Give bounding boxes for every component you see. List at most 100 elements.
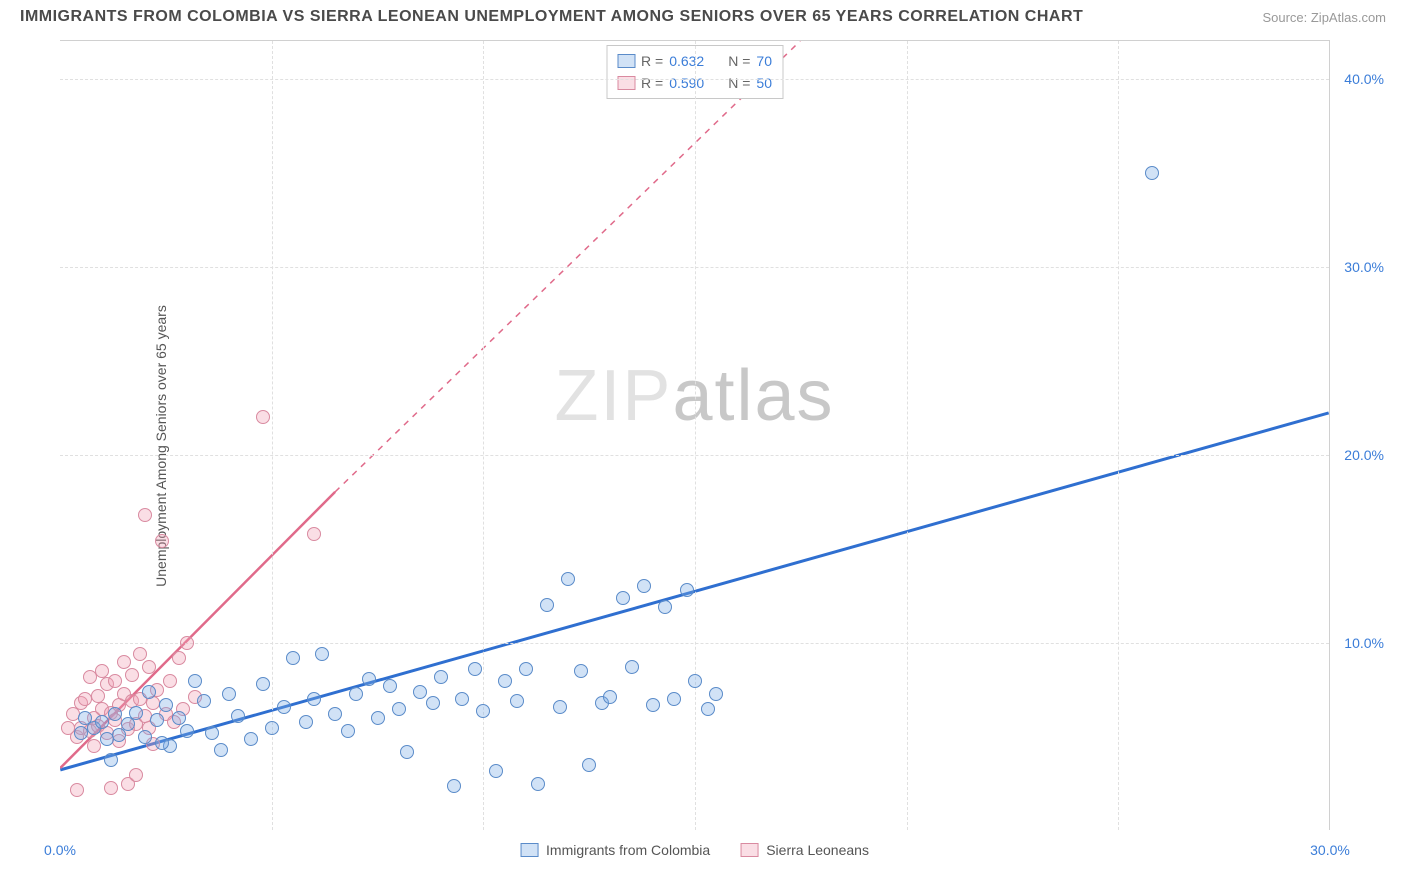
scatter-point-pink: [307, 527, 321, 541]
scatter-point-blue: [231, 709, 245, 723]
scatter-point-blue: [709, 687, 723, 701]
x-tick-label: 30.0%: [1310, 842, 1350, 858]
scatter-point-blue: [603, 690, 617, 704]
scatter-point-blue: [582, 758, 596, 772]
chart-title: IMMIGRANTS FROM COLOMBIA VS SIERRA LEONE…: [20, 8, 1083, 26]
scatter-point-blue: [455, 692, 469, 706]
scatter-point-blue: [637, 579, 651, 593]
scatter-point-blue: [447, 779, 461, 793]
scatter-point-blue: [315, 647, 329, 661]
y-tick-label: 30.0%: [1344, 259, 1384, 275]
legend-r-value: 0.632: [669, 53, 704, 69]
y-tick-label: 40.0%: [1344, 71, 1384, 87]
scatter-point-pink: [142, 660, 156, 674]
scatter-point-blue: [155, 736, 169, 750]
source-attribution: Source: ZipAtlas.com: [1262, 10, 1386, 25]
gridline-vertical: [907, 41, 908, 830]
scatter-point-blue: [510, 694, 524, 708]
scatter-point-blue: [413, 685, 427, 699]
series-legend: Immigrants from Colombia Sierra Leoneans: [520, 842, 869, 858]
scatter-point-blue: [400, 745, 414, 759]
scatter-point-blue: [172, 711, 186, 725]
scatter-point-blue: [383, 679, 397, 693]
scatter-point-blue: [476, 704, 490, 718]
scatter-point-pink: [125, 668, 139, 682]
chart-plot-area: ZIPatlas R =0.632N =70R =0.590N =50 Immi…: [60, 40, 1330, 830]
y-tick-label: 10.0%: [1344, 635, 1384, 651]
scatter-point-blue: [688, 674, 702, 688]
scatter-point-blue: [256, 677, 270, 691]
legend-n-label: N =: [728, 75, 750, 91]
scatter-point-blue: [222, 687, 236, 701]
scatter-point-blue: [434, 670, 448, 684]
scatter-point-blue: [341, 724, 355, 738]
scatter-point-blue: [265, 721, 279, 735]
legend-swatch: [520, 843, 538, 857]
scatter-point-blue: [625, 660, 639, 674]
scatter-point-blue: [574, 664, 588, 678]
scatter-point-blue: [540, 598, 554, 612]
scatter-point-pink: [117, 655, 131, 669]
scatter-point-pink: [104, 781, 118, 795]
scatter-point-blue: [205, 726, 219, 740]
scatter-point-blue: [561, 572, 575, 586]
scatter-point-blue: [489, 764, 503, 778]
legend-n-value: 50: [756, 75, 772, 91]
scatter-point-pink: [129, 768, 143, 782]
gridline-vertical: [695, 41, 696, 830]
scatter-point-blue: [328, 707, 342, 721]
y-tick-label: 20.0%: [1344, 447, 1384, 463]
scatter-point-blue: [307, 692, 321, 706]
scatter-point-blue: [108, 707, 122, 721]
scatter-point-pink: [95, 664, 109, 678]
scatter-point-blue: [658, 600, 672, 614]
scatter-point-blue: [680, 583, 694, 597]
scatter-point-blue: [150, 713, 164, 727]
scatter-point-blue: [1145, 166, 1159, 180]
scatter-point-pink: [256, 410, 270, 424]
legend-swatch: [617, 54, 635, 68]
series-legend-label: Immigrants from Colombia: [546, 842, 710, 858]
scatter-point-pink: [108, 674, 122, 688]
series-legend-item: Sierra Leoneans: [740, 842, 869, 858]
scatter-point-blue: [299, 715, 313, 729]
scatter-point-blue: [277, 700, 291, 714]
series-legend-item: Immigrants from Colombia: [520, 842, 710, 858]
legend-r-label: R =: [641, 75, 663, 91]
legend-n-value: 70: [756, 53, 772, 69]
scatter-point-blue: [667, 692, 681, 706]
scatter-point-blue: [362, 672, 376, 686]
scatter-point-blue: [646, 698, 660, 712]
scatter-point-pink: [180, 636, 194, 650]
scatter-point-blue: [142, 685, 156, 699]
scatter-point-blue: [129, 706, 143, 720]
scatter-point-blue: [519, 662, 533, 676]
scatter-point-blue: [159, 698, 173, 712]
scatter-point-blue: [616, 591, 630, 605]
scatter-point-blue: [244, 732, 258, 746]
gridline-vertical: [1118, 41, 1119, 830]
scatter-point-blue: [214, 743, 228, 757]
scatter-point-blue: [468, 662, 482, 676]
scatter-point-blue: [286, 651, 300, 665]
scatter-point-blue: [104, 753, 118, 767]
scatter-point-blue: [138, 730, 152, 744]
scatter-point-blue: [701, 702, 715, 716]
scatter-point-blue: [498, 674, 512, 688]
scatter-point-blue: [188, 674, 202, 688]
scatter-point-pink: [163, 674, 177, 688]
legend-r-value: 0.590: [669, 75, 704, 91]
series-legend-label: Sierra Leoneans: [766, 842, 869, 858]
x-tick-label: 0.0%: [44, 842, 76, 858]
scatter-point-blue: [197, 694, 211, 708]
legend-n-label: N =: [728, 53, 750, 69]
scatter-point-blue: [349, 687, 363, 701]
scatter-point-blue: [553, 700, 567, 714]
scatter-point-pink: [70, 783, 84, 797]
scatter-point-pink: [155, 534, 169, 548]
scatter-point-blue: [180, 724, 194, 738]
scatter-point-pink: [138, 508, 152, 522]
scatter-point-pink: [172, 651, 186, 665]
scatter-point-pink: [87, 739, 101, 753]
gridline-vertical: [272, 41, 273, 830]
